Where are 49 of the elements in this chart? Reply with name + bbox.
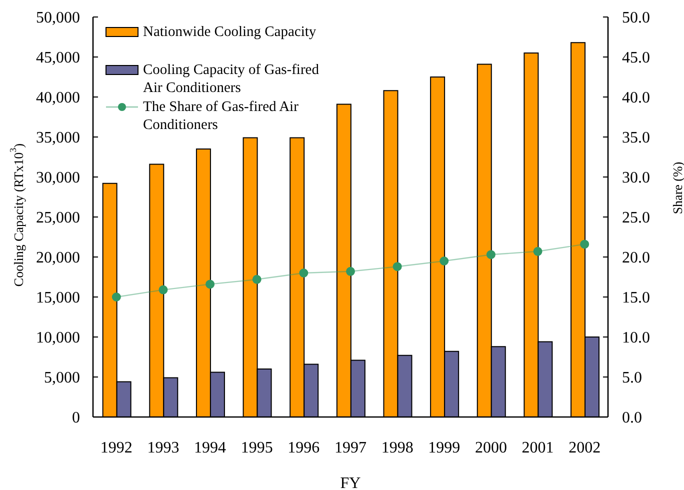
point xyxy=(112,292,121,302)
legend-label: The Share of Gas-fired Air Conditioners xyxy=(143,98,300,134)
point xyxy=(486,250,496,260)
y-tick-label: 10,000 xyxy=(36,330,80,347)
y2-tick-label: 35.0 xyxy=(622,130,650,147)
x-tick-label: 1994 xyxy=(194,439,226,456)
y-tick-label: 50,000 xyxy=(36,10,80,27)
point xyxy=(252,274,262,284)
point xyxy=(580,240,590,249)
x-tick-label: 2000 xyxy=(474,439,507,456)
y2-tick-label: 5.0 xyxy=(622,370,642,387)
point xyxy=(392,262,402,272)
x-tick-label: 1995 xyxy=(240,439,273,456)
y2-tick-label: 15.0 xyxy=(622,290,650,307)
y2-tick-label: 30.0 xyxy=(622,170,650,187)
y-tick-label: 45,000 xyxy=(36,50,80,67)
x-tick-label: 2002 xyxy=(568,439,601,456)
legend-label: Nationwide Cooling Capacity xyxy=(143,23,318,41)
y-tick-label: 5,000 xyxy=(44,370,80,387)
point xyxy=(158,285,168,294)
y2-tick-label: 40.0 xyxy=(622,90,650,107)
y2-tick-label: 50.0 xyxy=(622,10,650,27)
legend-label: Cooling Capacity of Gas-fired Air Conditioners xyxy=(143,60,320,96)
y2-tick-label: 0.0 xyxy=(622,410,642,427)
y2-tick-label: 10.0 xyxy=(622,330,650,347)
y2-tick-label: 45.0 xyxy=(622,50,650,67)
point xyxy=(346,266,355,276)
y-tick-label: 25,000 xyxy=(36,210,80,227)
point xyxy=(299,268,308,278)
point xyxy=(533,246,542,256)
y-tick-label: 35,000 xyxy=(36,130,80,147)
point xyxy=(440,256,449,266)
y2-tick-label: 25.0 xyxy=(622,210,650,227)
x-tick-label: 1999 xyxy=(428,439,460,456)
y-tick-label: 15,000 xyxy=(36,290,80,307)
y-tick-label: 40,000 xyxy=(36,90,80,107)
x-tick-label: 1993 xyxy=(147,439,180,456)
x-tick-label: 1997 xyxy=(334,439,366,456)
y-tick-label: 20,000 xyxy=(36,250,80,267)
x-tick-label: 1992 xyxy=(100,439,132,456)
x-tick-label: 1998 xyxy=(381,439,414,456)
x-axis-title: FY xyxy=(340,475,362,490)
point xyxy=(206,280,215,289)
y-tick-label: 0 xyxy=(72,410,80,427)
y-tick-label: 30,000 xyxy=(36,170,80,187)
y2-tick-label: 20.0 xyxy=(622,250,650,267)
x-tick-label: 1996 xyxy=(288,439,320,456)
x-tick-label: 2001 xyxy=(522,439,554,456)
y2-axis-title: Share (%) xyxy=(670,162,684,214)
